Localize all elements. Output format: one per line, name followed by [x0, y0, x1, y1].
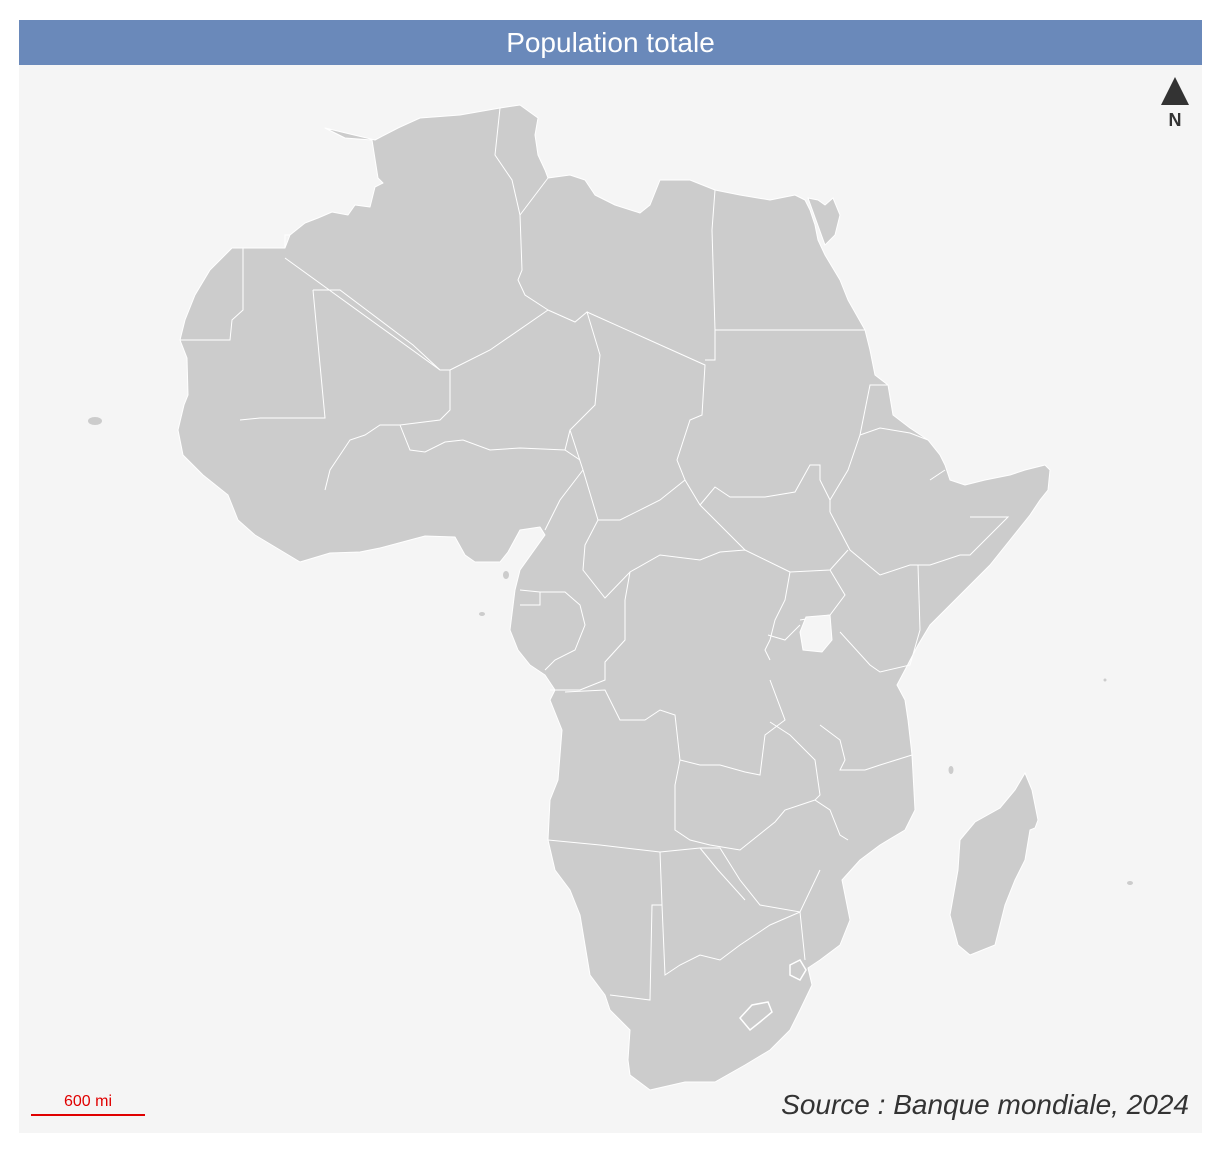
madagascar: [949, 771, 1039, 956]
map-title: Population totale: [19, 20, 1202, 65]
eswatini: [789, 959, 807, 981]
africa-map[interactable]: [19, 65, 1202, 1133]
sinai: [807, 197, 841, 246]
seychelles: [1103, 678, 1107, 682]
north-label: N: [1168, 110, 1182, 130]
country-borders: [180, 107, 1010, 1001]
scale-bar: 600 mi: [31, 1093, 145, 1116]
north-arrow-icon: [1161, 77, 1189, 105]
scale-label: 600 mi: [63, 1093, 113, 1110]
cape-verde: [88, 417, 102, 425]
sao-tome: [479, 612, 485, 616]
africa-mainland: [177, 104, 1051, 1091]
lake-victoria: [799, 614, 833, 653]
bioko: [503, 571, 509, 579]
north-arrow: N: [1159, 77, 1191, 131]
map-panel[interactable]: N 600 mi Source : Banque mondiale, 2024: [19, 65, 1202, 1133]
source-caption: Source : Banque mondiale, 2024: [781, 1089, 1189, 1120]
scale-line: [31, 1114, 145, 1116]
lesotho: [739, 1001, 773, 1032]
mauritius: [1127, 881, 1133, 885]
comoros: [948, 766, 954, 774]
